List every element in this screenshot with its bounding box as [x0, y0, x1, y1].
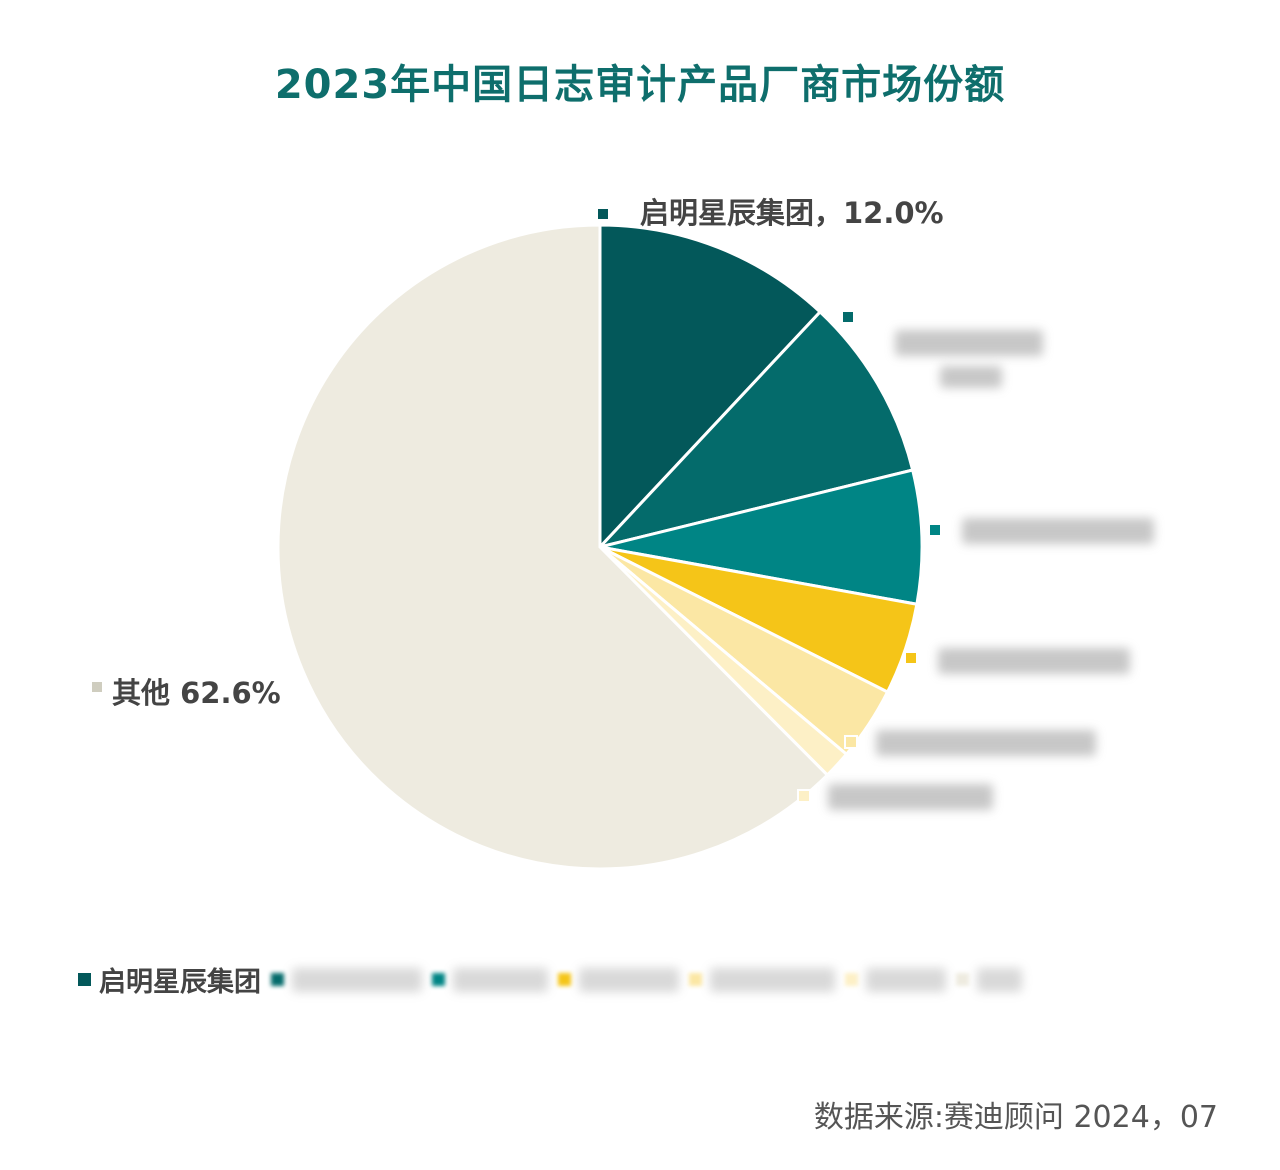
blurred-label	[828, 784, 993, 810]
slice-label-qiming: 启明星辰集团，12.0%	[640, 196, 944, 230]
label-marker	[844, 735, 858, 749]
legend-item-blurred	[558, 967, 679, 992]
legend-label: 启明星辰集团	[99, 967, 261, 998]
legend-swatch	[689, 973, 702, 986]
label-marker	[797, 789, 811, 803]
slice-label-other: 其他 62.6%	[112, 676, 281, 710]
legend-item: 启明星辰集团	[78, 960, 261, 999]
legend-item-blurred	[432, 967, 548, 992]
legend-swatch	[956, 973, 969, 986]
pie-slice-6	[276, 223, 830, 871]
label-marker	[906, 653, 916, 663]
pie-slice-2	[599, 468, 924, 606]
label-marker	[598, 209, 608, 219]
blurred-label	[876, 730, 1096, 756]
blurred-legend-label	[579, 967, 679, 992]
label-marker	[92, 682, 102, 692]
blurred-legend-label	[866, 967, 946, 992]
chart-title: 2023年中国日志审计产品厂商市场份额	[274, 62, 1006, 108]
legend-swatch	[271, 973, 284, 986]
legend-item-blurred	[956, 967, 1022, 992]
legend-swatch	[432, 973, 445, 986]
blurred-label	[938, 648, 1130, 674]
source-note: 数据来源:赛迪顾问 2024，07	[813, 1100, 1218, 1135]
legend-item-blurred	[689, 967, 835, 992]
legend-swatch	[845, 973, 858, 986]
pie-slice-0	[598, 223, 823, 551]
blurred-legend-label	[710, 967, 835, 992]
blurred-label	[962, 518, 1154, 544]
blurred-label	[895, 330, 1043, 356]
blurred-legend-label	[292, 967, 422, 992]
label-marker	[930, 525, 940, 535]
legend-item-blurred	[271, 967, 422, 992]
blurred-legend-label	[977, 967, 1022, 992]
legend: 启明星辰集团	[78, 960, 1022, 999]
legend-item-blurred	[845, 967, 946, 992]
blurred-legend-label	[453, 967, 548, 992]
legend-swatch	[78, 973, 91, 986]
legend-swatch	[558, 973, 571, 986]
label-marker	[843, 312, 853, 322]
blurred-label	[940, 366, 1002, 388]
